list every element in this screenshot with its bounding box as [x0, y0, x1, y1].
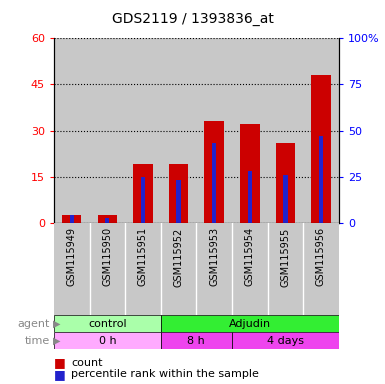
Bar	[141, 177, 145, 223]
Bar	[248, 171, 252, 223]
Bar	[90, 223, 125, 315]
Text: ■: ■	[54, 368, 66, 381]
Bar	[90, 38, 125, 223]
Bar	[240, 124, 259, 223]
Bar	[54, 315, 161, 332]
Text: GSM115954: GSM115954	[245, 227, 255, 286]
Text: 0 h: 0 h	[99, 336, 116, 346]
Text: ▶: ▶	[53, 318, 60, 329]
Bar	[196, 38, 232, 223]
Bar	[268, 38, 303, 223]
Bar	[161, 332, 232, 349]
Bar	[196, 223, 232, 315]
Bar	[54, 332, 161, 349]
Bar	[276, 143, 295, 223]
Bar	[232, 38, 268, 223]
Text: GSM115949: GSM115949	[67, 227, 77, 286]
Text: ■: ■	[54, 356, 66, 369]
Bar	[133, 164, 153, 223]
Bar	[161, 315, 339, 332]
Bar	[161, 223, 196, 315]
Text: ▶: ▶	[53, 336, 60, 346]
Bar	[303, 223, 339, 315]
Text: GSM115951: GSM115951	[138, 227, 148, 286]
Bar	[283, 175, 288, 223]
Bar	[62, 215, 82, 223]
Text: time: time	[25, 336, 50, 346]
Bar	[176, 180, 181, 223]
Text: GSM115955: GSM115955	[280, 227, 290, 286]
Text: 4 days: 4 days	[267, 336, 304, 346]
Bar	[105, 218, 109, 223]
Text: GSM115952: GSM115952	[174, 227, 184, 286]
Bar	[232, 332, 339, 349]
Bar	[125, 38, 161, 223]
Text: count: count	[71, 358, 103, 368]
Text: GSM115956: GSM115956	[316, 227, 326, 286]
Text: GSM115950: GSM115950	[102, 227, 112, 286]
Bar	[125, 223, 161, 315]
Text: GDS2119 / 1393836_at: GDS2119 / 1393836_at	[112, 12, 273, 25]
Bar	[311, 75, 331, 223]
Bar	[169, 164, 188, 223]
Bar	[303, 38, 339, 223]
Text: 8 h: 8 h	[187, 336, 205, 346]
Bar	[212, 144, 216, 223]
Bar	[232, 223, 268, 315]
Bar	[319, 136, 323, 223]
Bar	[70, 215, 74, 223]
Text: control: control	[88, 318, 127, 329]
Bar	[204, 121, 224, 223]
Bar	[97, 215, 117, 223]
Bar	[161, 38, 196, 223]
Bar	[268, 223, 303, 315]
Text: Adjudin: Adjudin	[229, 318, 271, 329]
Text: agent: agent	[18, 318, 50, 329]
Text: percentile rank within the sample: percentile rank within the sample	[71, 369, 259, 379]
Text: GSM115953: GSM115953	[209, 227, 219, 286]
Bar	[54, 38, 90, 223]
Bar	[54, 223, 90, 315]
